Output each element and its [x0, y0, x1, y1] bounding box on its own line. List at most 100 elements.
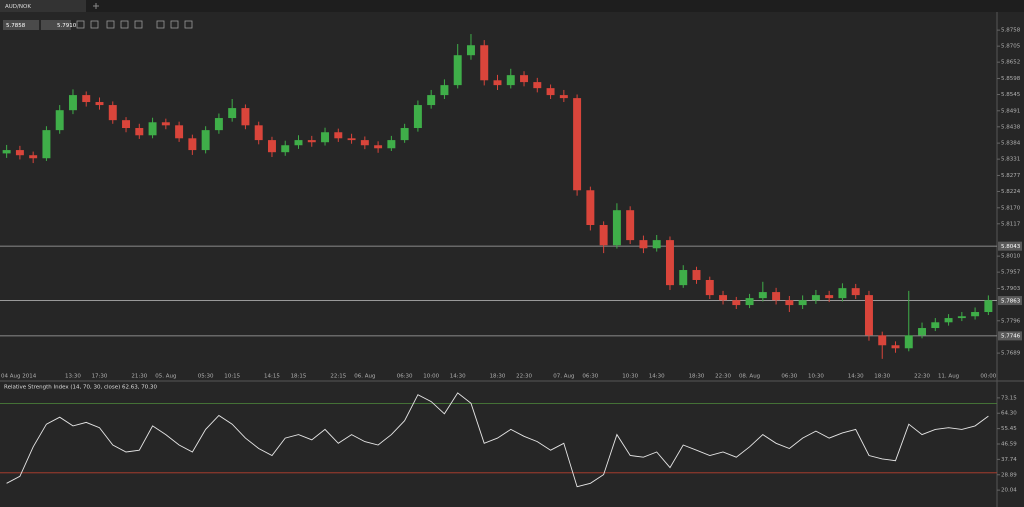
y-tick-label: 5.7689	[1001, 351, 1021, 357]
candle-body	[785, 300, 794, 306]
candle-body	[825, 295, 834, 299]
y-tick-label: 5.8491	[1001, 108, 1020, 114]
candle-body	[440, 85, 449, 96]
rsi-line	[6, 392, 989, 488]
y-tick-label: 28.89	[1001, 472, 1017, 478]
y-tick-label: 55.45	[1001, 426, 1017, 432]
candle-body	[772, 292, 781, 301]
x-tick-label: 05:30	[198, 374, 214, 380]
y-tick-label: 5.8545	[1001, 92, 1021, 98]
x-tick-label: 14:30	[649, 374, 665, 380]
candle-body	[944, 318, 953, 323]
candle-body	[520, 75, 529, 83]
x-tick-label: 06. Aug	[354, 374, 375, 380]
indicators-button[interactable]	[134, 20, 143, 29]
ask-price: 5.7910	[57, 23, 77, 29]
settings-button[interactable]	[184, 20, 193, 29]
y-tick-label: 5.8758	[1001, 28, 1021, 34]
y-tick-label: 5.8438	[1001, 124, 1021, 130]
x-tick-label: 18:15	[291, 374, 307, 380]
candle-body	[811, 295, 820, 301]
y-tick-label: 5.8705	[1001, 44, 1021, 50]
level-label-box	[998, 331, 1022, 341]
level-label: 5.7863	[1001, 298, 1021, 304]
y-tick-label: 64.30	[1001, 411, 1017, 417]
x-tick-label: 10:30	[622, 374, 638, 380]
candle-body	[971, 312, 980, 317]
candle-body	[626, 210, 635, 241]
candle-body	[241, 108, 250, 126]
x-tick-label: 11. Aug	[938, 374, 959, 380]
tab-title: AUD/NOK	[5, 4, 31, 10]
timeframe-button[interactable]	[106, 20, 115, 29]
ask-box[interactable]	[41, 20, 71, 30]
x-tick-label: 07. Aug	[553, 374, 574, 380]
template-button[interactable]	[170, 20, 179, 29]
candle-body	[122, 120, 131, 129]
candle-body	[254, 125, 263, 141]
x-tick-label: 06:30	[397, 374, 413, 380]
y-tick-label: 5.8652	[1001, 60, 1020, 66]
candle-body	[42, 130, 51, 159]
candle-body	[95, 102, 104, 106]
candle-body	[374, 145, 383, 149]
x-tick-label: 18:30	[689, 374, 705, 380]
draw-button[interactable]	[156, 20, 165, 29]
y-tick-label: 5.8117	[1001, 221, 1021, 227]
x-tick-label: 06:30	[582, 374, 598, 380]
level-label: 5.8043	[1001, 244, 1021, 250]
candle-body	[427, 95, 436, 106]
y-tick-label: 46.59	[1001, 442, 1017, 448]
candle-body	[453, 55, 462, 86]
candle-body	[798, 300, 807, 306]
candle-body	[214, 118, 223, 131]
y-tick-label: 5.7796	[1001, 318, 1021, 324]
candle-body	[878, 335, 887, 346]
level-label: 5.7746	[1001, 334, 1021, 340]
chart-type-button[interactable]	[120, 20, 129, 29]
x-tick-label: 14:30	[848, 374, 864, 380]
rsi-title: Relative Strength Index (14, 70, 30, clo…	[4, 385, 158, 391]
y-tick-label: 73.15	[1001, 395, 1017, 401]
candle-body	[175, 125, 184, 139]
x-tick-label: 22:30	[914, 374, 930, 380]
candle-body	[586, 190, 595, 226]
x-tick-label: 00:00	[980, 374, 996, 380]
candle-body	[679, 270, 688, 286]
candle-body	[533, 82, 542, 89]
x-tick-label: 05. Aug	[155, 374, 176, 380]
zoom-out-button[interactable]	[90, 20, 99, 29]
candle-body	[864, 295, 873, 336]
candle-body	[201, 130, 210, 151]
candle-body	[15, 150, 24, 156]
y-tick-label: 5.7903	[1001, 286, 1021, 292]
x-tick-label: 10:00	[423, 374, 439, 380]
x-tick-label: 06:30	[781, 374, 797, 380]
candle-body	[546, 88, 555, 96]
candle-body	[904, 335, 913, 349]
candle-body	[466, 45, 475, 56]
y-tick-label: 5.8170	[1001, 205, 1021, 211]
x-tick-label: 18:30	[490, 374, 506, 380]
bid-price: 5.7858	[6, 23, 26, 29]
new-tab-button[interactable]	[93, 3, 99, 9]
candle-body	[758, 292, 767, 299]
tab[interactable]	[0, 0, 86, 12]
x-tick-label: 22:30	[715, 374, 731, 380]
candle-body	[148, 122, 157, 136]
candle-body	[612, 210, 621, 246]
bid-box[interactable]	[3, 20, 39, 30]
candle-body	[82, 95, 91, 103]
candle-body	[891, 345, 900, 349]
x-tick-label: 10:15	[224, 374, 240, 380]
x-tick-label: 14:30	[450, 374, 466, 380]
candle-body	[294, 140, 303, 146]
candle-body	[68, 95, 77, 111]
candle-body	[493, 80, 502, 86]
candle-body	[732, 300, 741, 306]
candle-body	[639, 240, 648, 249]
zoom-in-button[interactable]	[76, 20, 85, 29]
candle-body	[2, 150, 11, 154]
